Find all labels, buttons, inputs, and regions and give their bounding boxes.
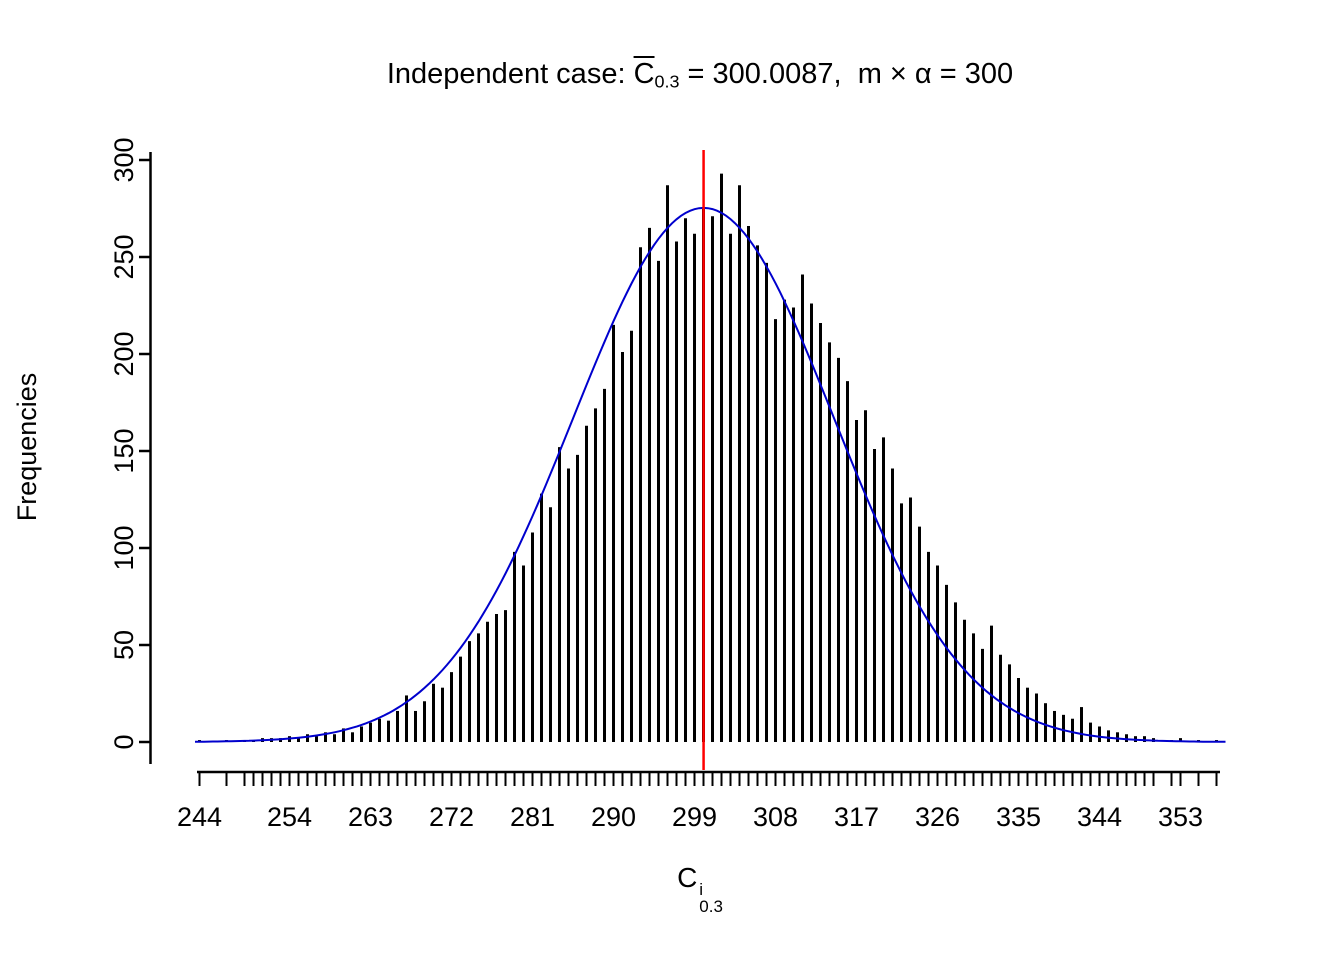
x-tick-label: 263 [348, 802, 393, 832]
x-label-sub: 0.3 [699, 897, 723, 917]
density-curve [195, 206, 1226, 743]
y-tick-label: 150 [109, 428, 139, 473]
title-cbar-sub: 0.3 [654, 71, 680, 92]
y-tick-label: 100 [109, 525, 139, 570]
title-times: × [881, 58, 915, 90]
title-m: m [857, 58, 882, 90]
title-eq1: = 300.0087, [679, 58, 858, 90]
plot-title: Independent case: C0.3 = 300.0087, m × α… [160, 58, 1240, 92]
title-cbar: C [633, 58, 655, 90]
x-tick-label: 308 [753, 802, 798, 832]
x-tick-label: 281 [510, 802, 555, 832]
title-eq2: = 300 [931, 58, 1014, 90]
x-tick-label: 335 [996, 802, 1041, 832]
y-tick-label: 50 [109, 630, 139, 660]
x-tick-label: 326 [915, 802, 960, 832]
x-tick-label: 317 [834, 802, 879, 832]
x-tick-label: 353 [1158, 802, 1203, 832]
x-label-base: C [677, 862, 698, 893]
x-tick-label: 344 [1077, 802, 1122, 832]
x-tick-label: 244 [177, 802, 222, 832]
y-tick-label: 0 [109, 734, 139, 749]
x-label-sup: i [699, 879, 704, 899]
title-alpha: α [914, 58, 932, 90]
y-tick-label: 300 [109, 137, 139, 182]
x-label-supsub: i 0.3 [699, 879, 723, 917]
x-tick-label: 290 [591, 802, 636, 832]
y-tick-label: 200 [109, 331, 139, 376]
x-tick-label: 299 [672, 802, 717, 832]
title-text: Independent case: [386, 58, 634, 90]
y-tick-label: 250 [109, 234, 139, 279]
x-tick-label: 272 [429, 802, 474, 832]
x-tick-label: 254 [267, 802, 312, 832]
